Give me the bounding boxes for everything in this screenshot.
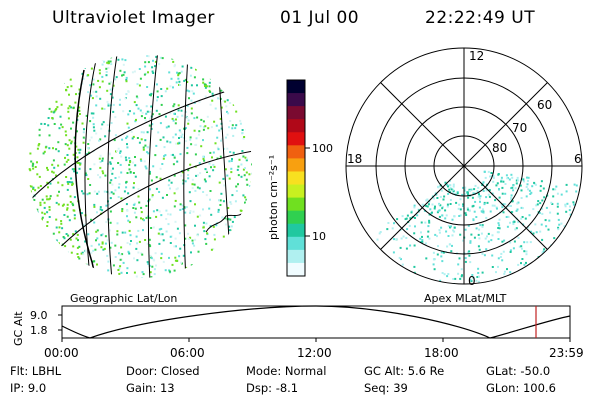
time-label: 22:22:49 UT — [425, 8, 536, 28]
colorbar-unit-label: photon cm⁻²s⁻¹ — [267, 155, 280, 240]
date-label: 01 Jul 00 — [280, 8, 360, 28]
alt-tick-1-8: 1.8 — [30, 324, 48, 337]
info-gain: Gain: 13 — [126, 381, 175, 395]
polar-label-0: 0 — [468, 274, 476, 288]
info-mode: Mode: Normal — [246, 364, 327, 378]
polar-ring-80: 80 — [492, 141, 507, 155]
instrument-title: Ultraviolet Imager — [52, 8, 215, 28]
alt-xtick-0600: 06:00 — [170, 346, 205, 360]
alt-xtick-2359: 23:59 — [549, 346, 584, 360]
polar-plot: 12 0 18 6 60 70 80 — [345, 47, 583, 288]
geographic-caption: Geographic Lat/Lon — [70, 292, 177, 305]
colorbar: 100 10 photon cm⁻²s⁻¹ — [267, 79, 333, 277]
polar-label-12: 12 — [469, 49, 484, 63]
info-door: Door: Closed — [126, 364, 200, 378]
alt-tick-9: 9.0 — [30, 309, 48, 322]
info-dsp: Dsp: -8.1 — [246, 381, 299, 395]
polar-ring-60: 60 — [537, 98, 552, 112]
colorbar-tick-10: 10 — [312, 230, 326, 243]
alt-xtick-1800: 18:00 — [424, 346, 459, 360]
apex-caption: Apex MLat/MLT — [424, 292, 507, 305]
info-glat: GLat: -50.0 — [486, 364, 551, 378]
info-ip: IP: 9.0 — [10, 381, 47, 395]
polar-label-6: 6 — [574, 152, 582, 166]
polar-ring-70: 70 — [512, 121, 527, 135]
alt-ylabel: GC Alt — [12, 311, 25, 346]
info-glon: GLon: 100.6 — [486, 381, 556, 395]
info-seq: Seq: 39 — [364, 381, 408, 395]
colorbar-tick-100: 100 — [312, 142, 333, 155]
alt-xtick-0000: 00:00 — [44, 346, 79, 360]
geographic-image — [28, 54, 252, 278]
info-gcalt: GC Alt: 5.6 Re — [364, 364, 445, 378]
info-flt: Flt: LBHL — [10, 364, 62, 378]
altitude-plot: 9.0 1.8 GC Alt 00:00 06:00 12:00 18:00 2… — [12, 305, 584, 360]
alt-xtick-1200: 12:00 — [297, 346, 332, 360]
polar-label-18: 18 — [347, 152, 362, 166]
